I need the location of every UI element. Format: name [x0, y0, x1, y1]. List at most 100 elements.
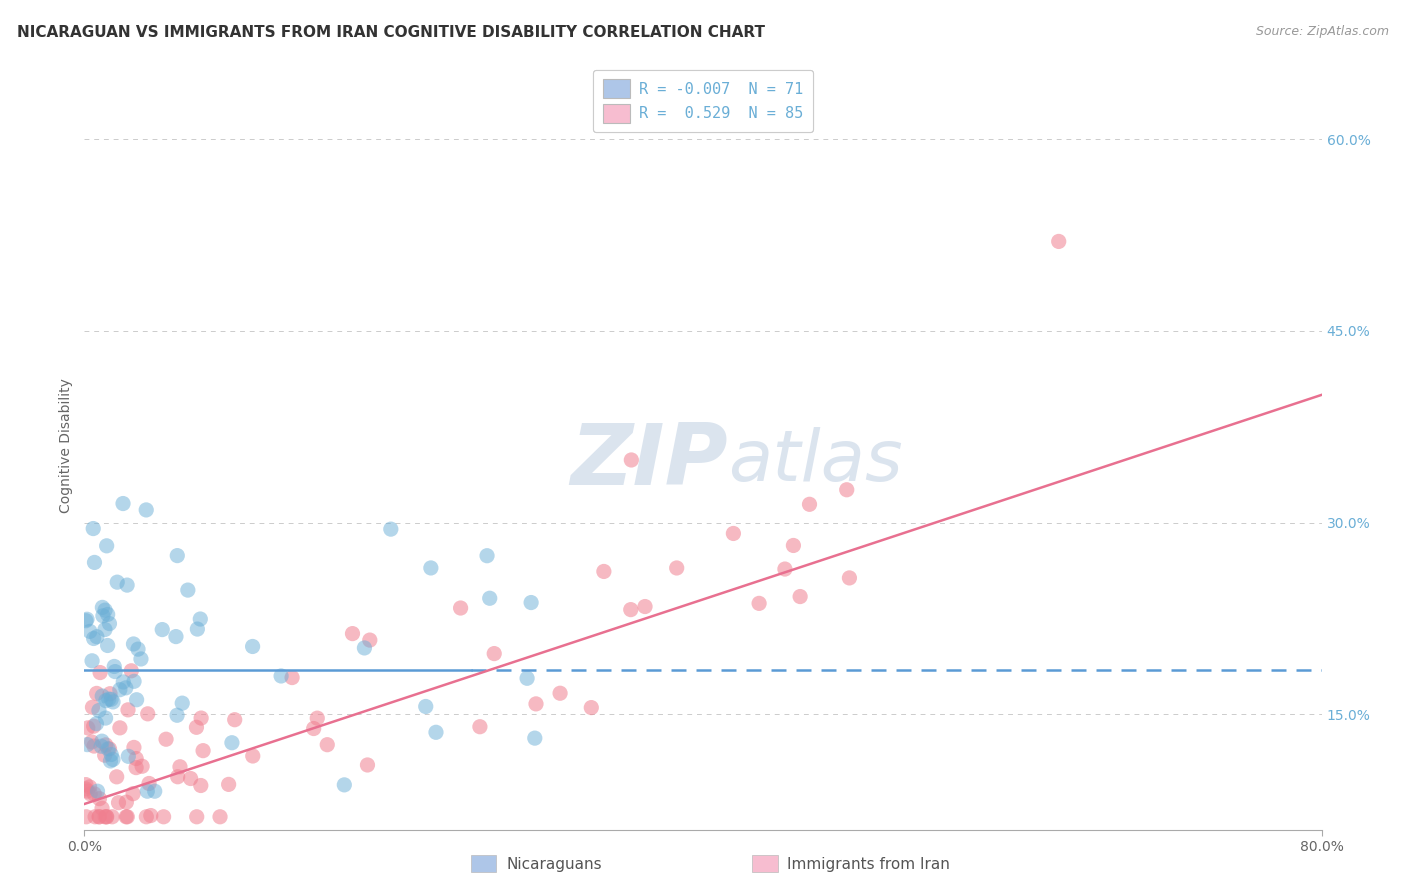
Point: [208, 810, 231, 824]
Point: [101, 695, 124, 709]
Legend: R = -0.007  N = 71, R =  0.529  N = 85: R = -0.007 N = 71, R = 0.529 N = 85: [593, 70, 813, 132]
Point: [468, 720, 491, 734]
Point: [333, 778, 356, 792]
Point: [122, 674, 145, 689]
Point: [166, 549, 188, 563]
Point: [96, 810, 118, 824]
Point: [91, 689, 114, 703]
Point: [94, 711, 117, 725]
Point: [90, 739, 112, 754]
Point: [87, 810, 110, 824]
Point: [76, 721, 98, 735]
Point: [80, 735, 103, 749]
Point: [125, 761, 148, 775]
Point: [620, 602, 643, 616]
Point: [634, 599, 657, 614]
Point: [524, 697, 547, 711]
Point: [105, 575, 128, 590]
Point: [122, 787, 145, 801]
Point: [425, 725, 447, 739]
Point: [86, 784, 108, 798]
Point: [356, 758, 378, 772]
Point: [76, 784, 98, 798]
Point: [516, 671, 538, 685]
Point: [838, 571, 860, 585]
Point: [143, 784, 166, 798]
Point: [419, 561, 441, 575]
Point: [789, 590, 811, 604]
Point: [799, 497, 821, 511]
Point: [75, 810, 97, 824]
Point: [115, 578, 138, 592]
Point: [94, 810, 117, 824]
Point: [112, 674, 135, 689]
Point: [129, 652, 152, 666]
Point: [97, 692, 120, 706]
Point: [748, 596, 770, 610]
Point: [94, 738, 117, 752]
Point: [89, 791, 111, 805]
Point: [98, 741, 121, 756]
Point: [186, 622, 208, 636]
Point: [165, 630, 187, 644]
Point: [131, 759, 153, 773]
Point: [169, 760, 191, 774]
Point: [190, 779, 212, 793]
Point: [96, 810, 118, 824]
Point: [75, 778, 97, 792]
Point: [94, 603, 117, 617]
Point: [478, 591, 501, 606]
Point: [359, 633, 381, 648]
Point: [581, 700, 603, 714]
Point: [100, 747, 122, 762]
Point: [136, 784, 159, 798]
Point: [450, 601, 472, 615]
Point: [186, 720, 208, 734]
Point: [1047, 235, 1070, 249]
Point: [82, 700, 104, 714]
Point: [125, 751, 148, 765]
Point: [191, 744, 214, 758]
Point: [122, 637, 145, 651]
Point: [139, 808, 162, 822]
Point: [89, 665, 111, 680]
Point: [91, 801, 114, 815]
Point: [98, 616, 121, 631]
Point: [548, 686, 571, 700]
Point: [177, 583, 200, 598]
Text: atlas: atlas: [728, 427, 903, 496]
Point: [87, 704, 110, 718]
Point: [166, 770, 188, 784]
Point: [342, 626, 364, 640]
Point: [114, 681, 136, 695]
Point: [520, 596, 543, 610]
Point: [353, 640, 375, 655]
Point: [380, 522, 402, 536]
Point: [117, 703, 139, 717]
Point: [281, 671, 304, 685]
Point: [97, 607, 120, 622]
Point: [723, 526, 745, 541]
Point: [97, 639, 120, 653]
Point: [242, 640, 264, 654]
Point: [782, 539, 804, 553]
Point: [221, 736, 243, 750]
Point: [302, 722, 325, 736]
Point: [620, 453, 643, 467]
Point: [105, 770, 128, 784]
Point: [117, 749, 139, 764]
Text: ZIP: ZIP: [569, 420, 728, 503]
Point: [76, 738, 98, 752]
Point: [91, 600, 114, 615]
Point: [115, 795, 138, 809]
Point: [79, 787, 101, 801]
Point: [75, 614, 97, 628]
Point: [270, 669, 292, 683]
Text: Immigrants from Iran: Immigrants from Iran: [787, 857, 950, 872]
Point: [91, 734, 114, 748]
Point: [75, 781, 97, 796]
Point: [307, 711, 329, 725]
Point: [135, 810, 157, 824]
Point: [135, 503, 157, 517]
Point: [172, 696, 194, 710]
